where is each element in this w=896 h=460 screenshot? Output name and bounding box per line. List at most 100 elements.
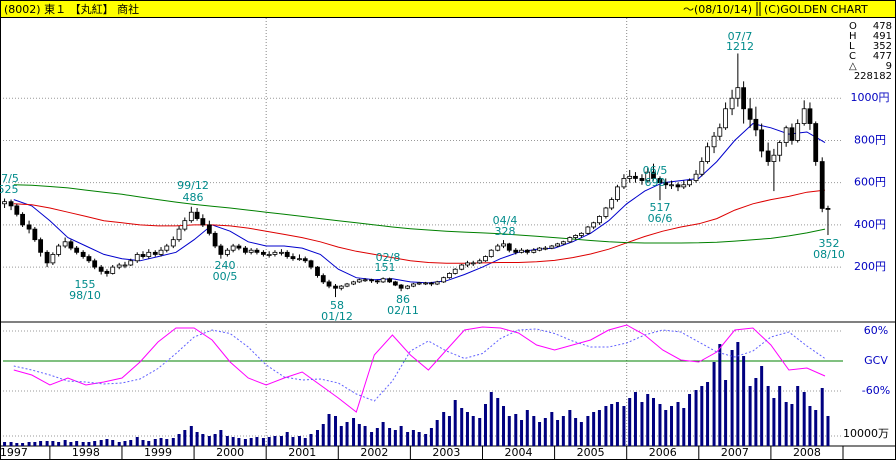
volume-bar (796, 386, 800, 446)
candle-body (524, 249, 530, 253)
info-label: C (849, 51, 856, 62)
info-value: 491 (873, 31, 892, 42)
volume-bar (748, 386, 752, 446)
annotation-price: 525 (0, 183, 19, 196)
volume-bar (496, 398, 500, 446)
volume-bar (93, 441, 97, 446)
volume-bar (123, 441, 127, 446)
volume-bar (352, 418, 356, 446)
volume-bar (615, 402, 619, 446)
candle-body (164, 245, 170, 251)
info-label: H (849, 31, 857, 42)
volume-bar (646, 394, 650, 446)
volume-bar (754, 378, 758, 446)
volume-bar (231, 437, 235, 446)
candle-body (801, 108, 807, 124)
volume-bar (27, 442, 31, 446)
info-value: 352 (873, 41, 892, 52)
candle-body (248, 249, 254, 253)
candle-body (609, 199, 615, 209)
candle-body (351, 281, 356, 285)
annotation-price: 352 (819, 237, 840, 250)
volume-bar (195, 432, 199, 446)
candle-body (272, 251, 278, 255)
candle-body (711, 135, 717, 148)
volume-bar (784, 402, 788, 446)
volume-bar (273, 436, 277, 446)
volume-bar (597, 410, 601, 446)
candle-body (452, 268, 458, 274)
volume-bar (520, 420, 524, 446)
volume-bar (406, 432, 410, 446)
candle-body (338, 285, 344, 289)
volume-bar (760, 366, 764, 446)
annotation-price: 328 (495, 225, 516, 238)
volume-bar (321, 424, 325, 446)
volume-bar (15, 443, 19, 446)
candle-body (68, 241, 74, 249)
volume-bar (303, 438, 307, 446)
volume-bar (111, 440, 115, 446)
candle-body (537, 247, 542, 251)
volume-bar (826, 416, 830, 446)
candle-body (206, 224, 212, 234)
volume-bar (538, 422, 542, 446)
candle-body (633, 175, 638, 179)
volume-bar (574, 418, 578, 446)
candle-body (597, 216, 602, 224)
volume-bar (417, 432, 421, 446)
x-tick-label: 1999 (144, 446, 172, 459)
candle-body (56, 245, 62, 255)
annotation-date: 07/7 (728, 30, 753, 43)
volume-bar (339, 426, 343, 446)
volume-bar (285, 432, 289, 446)
annotation-price: 58 (330, 299, 344, 312)
candle-body (290, 256, 296, 260)
candle-body (146, 251, 152, 257)
candle-body (362, 279, 368, 282)
volume-bar (568, 410, 572, 446)
candle-body (771, 154, 777, 162)
volume-bar (736, 342, 740, 446)
candle-body (669, 184, 674, 187)
volume-bar (651, 398, 655, 446)
candle-body (795, 123, 801, 141)
candle-body (194, 211, 200, 219)
volume-bar (334, 416, 338, 446)
oscillator-line (13, 324, 826, 413)
volume-bar (105, 439, 109, 446)
volume-bar (159, 438, 163, 446)
candle-body (675, 184, 681, 188)
info-value: 478 (873, 21, 892, 32)
volume-bar (550, 412, 554, 446)
candle-body (488, 249, 494, 257)
osc-tick-label: GCV (864, 354, 888, 367)
candle-body (603, 207, 609, 217)
candle-body (681, 184, 687, 188)
candle-body (416, 282, 422, 285)
volume-bar (676, 402, 680, 446)
candle-body (176, 228, 182, 241)
candle-body (470, 262, 476, 265)
candle-body (50, 254, 56, 264)
candle-body (627, 175, 633, 179)
candle-body (441, 277, 447, 283)
candle-body (723, 108, 728, 129)
volume-bar (622, 406, 626, 446)
volume-bar (141, 440, 145, 446)
volume-bar (81, 442, 85, 446)
volume-bar (592, 412, 596, 446)
candle-body (807, 108, 813, 124)
annotation-date: 02/11 (387, 304, 419, 317)
y-tick-label: 400円 (854, 218, 886, 231)
volume-bar (442, 412, 446, 446)
candle-body (735, 87, 741, 99)
volume-bar (778, 386, 782, 446)
annotation-date: 02/8 (376, 251, 401, 264)
volume-bar (117, 442, 121, 446)
volume-bar (628, 398, 632, 446)
candle-body (434, 281, 440, 285)
volume-bar (424, 434, 428, 446)
candle-body (549, 245, 555, 249)
x-tick-label: 2005 (577, 446, 605, 459)
